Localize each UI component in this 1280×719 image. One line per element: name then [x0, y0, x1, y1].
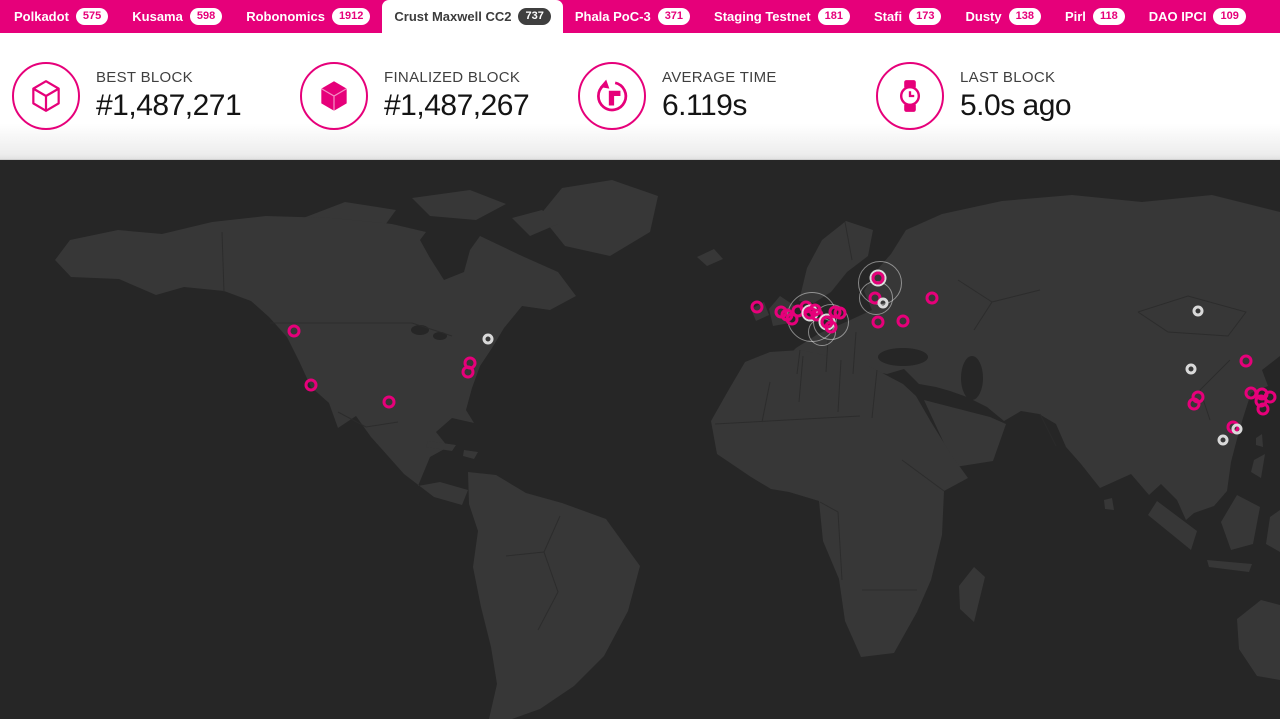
world-map-svg — [55, 180, 1280, 719]
chain-node-count-badge: 173 — [909, 8, 942, 25]
chain-tab-phala-poc-3[interactable]: Phala PoC-3 371 — [563, 0, 702, 33]
stat-best-block: BEST BLOCK #1,487,271 — [12, 62, 300, 130]
chain-node-count-badge: 598 — [189, 8, 223, 25]
chain-stats-bar: BEST BLOCK #1,487,271 FINALIZED BLOCK #1… — [0, 33, 1280, 160]
chain-node-count-badge: 1912 — [331, 8, 371, 25]
node-marker[interactable] — [382, 395, 396, 409]
chain-tab-kusama[interactable]: Kusama 598 — [120, 0, 234, 33]
node-marker[interactable] — [750, 300, 764, 314]
node-marker[interactable] — [925, 291, 939, 305]
chain-node-count-badge: 138 — [1008, 8, 1041, 25]
block-filled-icon — [300, 62, 368, 130]
stat-value: 5.0s ago — [960, 89, 1072, 122]
node-marker[interactable] — [287, 324, 301, 338]
node-marker[interactable] — [833, 306, 847, 320]
stat-label: AVERAGE TIME — [662, 69, 777, 86]
node-marker[interactable] — [810, 308, 824, 322]
stat-value: #1,487,267 — [384, 89, 530, 122]
stat-value: 6.119s — [662, 89, 747, 122]
chain-tab-label: Polkadot — [14, 9, 69, 24]
stat-label: FINALIZED BLOCK — [384, 69, 521, 86]
node-marker[interactable] — [824, 320, 838, 334]
chain-tab-stafi[interactable]: Stafi 173 — [862, 0, 954, 33]
chain-node-count-badge: 737 — [518, 8, 551, 25]
chain-tab-label: Dusty — [965, 9, 1002, 24]
node-marker[interactable] — [896, 314, 910, 328]
chain-tab-label: Kusama — [132, 9, 183, 24]
stat-label: BEST BLOCK — [96, 69, 193, 86]
chain-tab-label: Phala PoC-3 — [574, 9, 651, 24]
chain-node-count-badge: 181 — [817, 8, 850, 25]
node-marker[interactable] — [1256, 402, 1270, 416]
node-marker[interactable] — [482, 333, 494, 345]
stat-value: #1,487,271 — [96, 89, 242, 122]
chain-node-count-badge: 371 — [657, 8, 691, 25]
node-marker[interactable] — [304, 378, 318, 392]
node-marker[interactable] — [1217, 434, 1229, 446]
watch-icon — [876, 62, 944, 130]
node-marker[interactable] — [1187, 397, 1201, 411]
stat-last-block: LAST BLOCK 5.0s ago — [876, 62, 1072, 130]
chain-tab-label: DAO IPCI — [1148, 9, 1207, 24]
node-marker[interactable] — [461, 365, 475, 379]
stat-label: LAST BLOCK — [960, 69, 1056, 86]
chain-node-count-badge: 109 — [1213, 8, 1246, 25]
block-outline-icon — [12, 62, 80, 130]
chain-node-count-badge: 575 — [75, 8, 109, 25]
node-marker[interactable] — [1185, 363, 1197, 375]
chain-tab-staging-testnet[interactable]: Staging Testnet 181 — [702, 0, 862, 33]
chain-tab-crust-maxwell-cc2[interactable]: Crust Maxwell CC2 737 — [382, 0, 563, 33]
chain-tab-bar: Polkadot 575 Kusama 598 Robonomics 1912 … — [0, 0, 1280, 33]
node-marker[interactable] — [877, 297, 889, 309]
node-marker[interactable] — [1239, 354, 1253, 368]
chain-tab-label: Crust Maxwell CC2 — [394, 9, 512, 24]
chain-node-count-badge: 118 — [1092, 8, 1125, 25]
chain-tab-dao-ipci[interactable]: DAO IPCI 109 — [1137, 0, 1258, 33]
chain-tab-pirl[interactable]: Pirl 118 — [1053, 0, 1137, 33]
node-marker[interactable] — [1231, 423, 1243, 435]
node-marker[interactable] — [871, 315, 885, 329]
node-marker[interactable] — [871, 271, 885, 285]
chain-tab-label: Robonomics — [246, 9, 325, 24]
stat-finalized-block: FINALIZED BLOCK #1,487,267 — [300, 62, 578, 130]
node-marker[interactable] — [1192, 305, 1204, 317]
chain-tab-label: Stafi — [873, 9, 903, 24]
telemetry-world-map — [0, 160, 1280, 719]
chain-tab-robonomics[interactable]: Robonomics 1912 — [234, 0, 382, 33]
cycle-icon — [578, 62, 646, 130]
chain-tab-dusty[interactable]: Dusty 138 — [953, 0, 1052, 33]
stat-average-time: AVERAGE TIME 6.119s — [578, 62, 876, 130]
chain-tab-label: Pirl — [1064, 9, 1086, 24]
chain-tab-label: Staging Testnet — [714, 9, 811, 24]
node-marker[interactable] — [1263, 390, 1277, 404]
chain-tab-polkadot[interactable]: Polkadot 575 — [2, 0, 120, 33]
